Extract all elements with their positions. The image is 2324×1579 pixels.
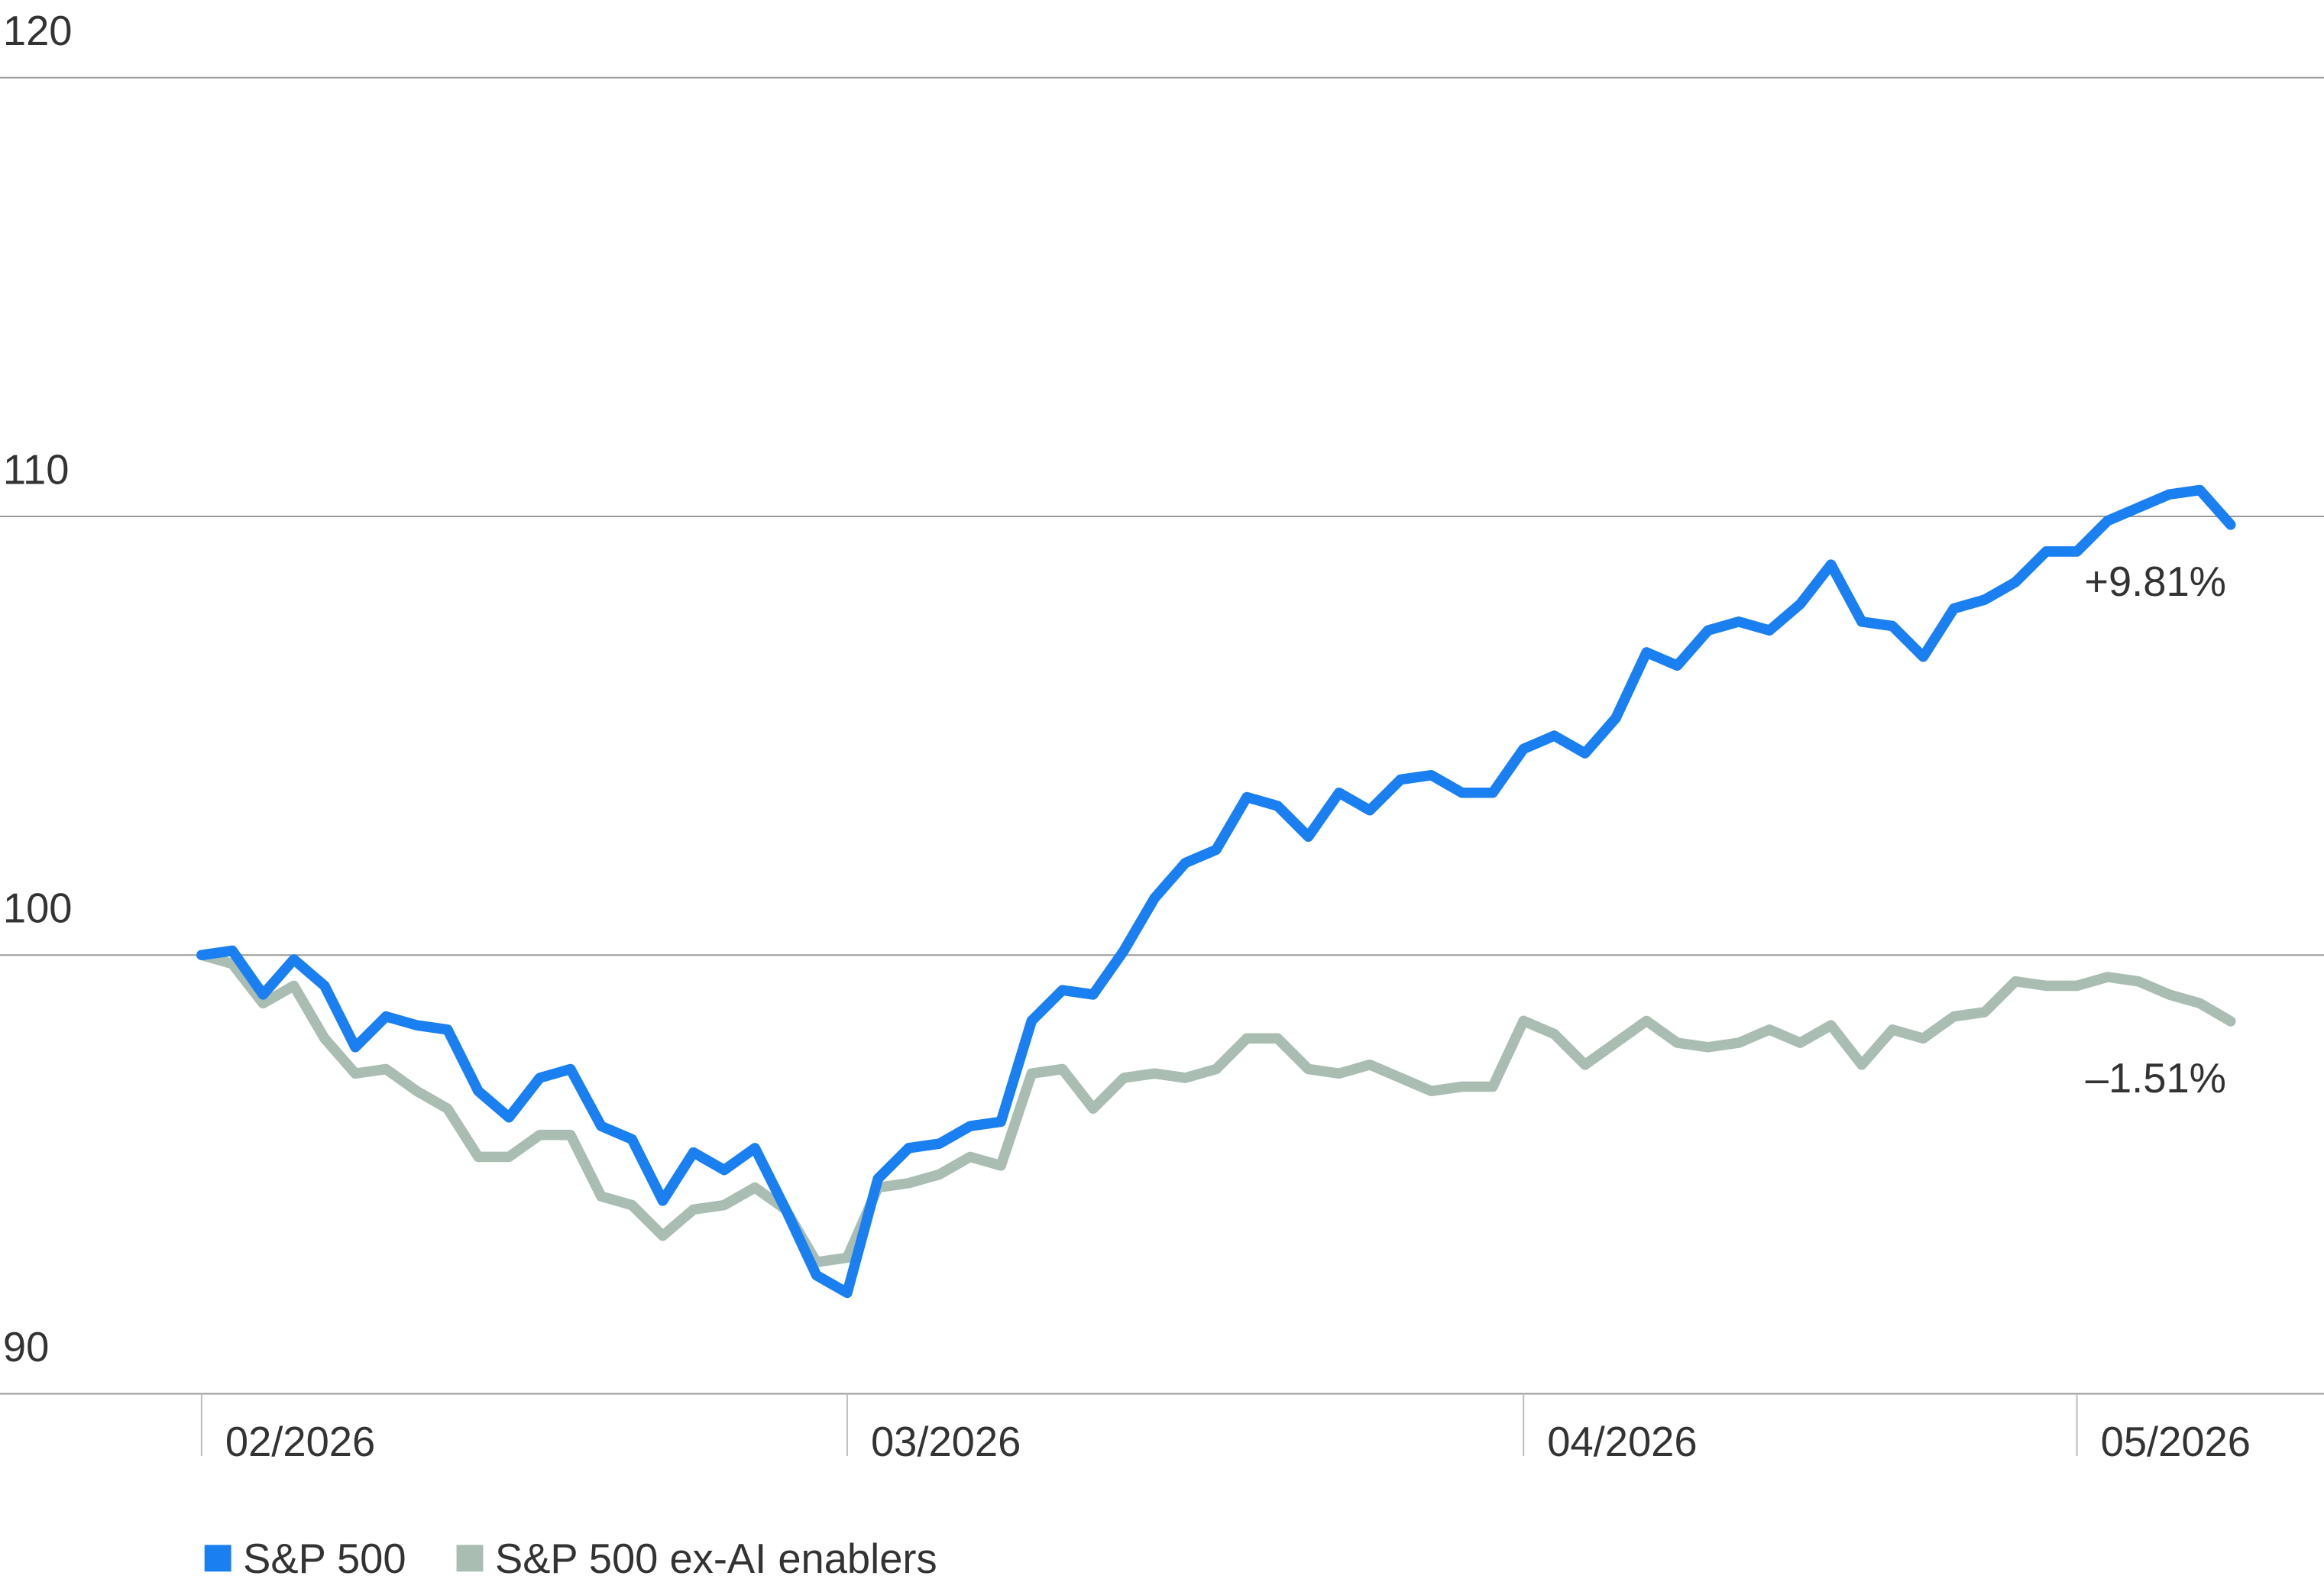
y-tick-label: 120	[3, 8, 73, 54]
y-tick-label: 100	[3, 885, 73, 932]
y-tick-label: 110	[3, 446, 70, 493]
x-tick-label: 05/2026	[2101, 1419, 2251, 1465]
legend-label: S&P 500 ex-AI enablers	[495, 1535, 937, 1575]
series-line	[196, 484, 2236, 1299]
y-tick-label: 90	[3, 1324, 49, 1370]
end-label: –1.51%	[2086, 1055, 2226, 1102]
x-tick-label: 02/2026	[225, 1419, 375, 1465]
x-tick-label: 03/2026	[871, 1419, 1021, 1465]
legend-swatch	[204, 1545, 231, 1572]
legend-swatch	[456, 1545, 484, 1572]
x-tick-label: 04/2026	[1547, 1419, 1697, 1465]
series-line	[196, 950, 2236, 1267]
end-label: +9.81%	[2084, 558, 2226, 605]
legend-label: S&P 500	[243, 1535, 406, 1575]
